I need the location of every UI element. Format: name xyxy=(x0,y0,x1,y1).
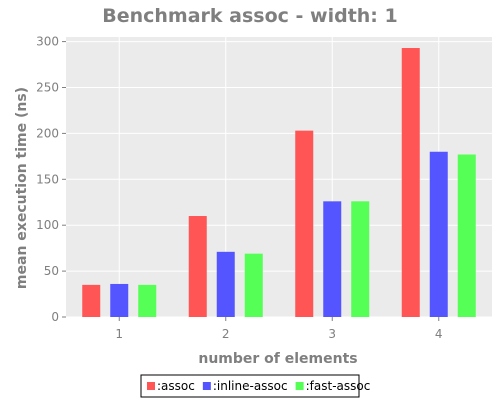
legend-swatch xyxy=(147,382,155,390)
legend: :assoc :inline-assoc :fast-assoc xyxy=(140,374,371,398)
y-axis-title: mean execution time (ns) xyxy=(14,87,30,289)
bar xyxy=(401,48,420,318)
legend-swatch xyxy=(202,382,211,390)
bar xyxy=(351,201,370,317)
bars xyxy=(82,48,476,318)
legend-box xyxy=(140,374,360,398)
bar xyxy=(244,253,263,317)
bar xyxy=(82,284,101,317)
y-tick-label: 0 xyxy=(51,310,59,324)
y-tick-label: 300 xyxy=(36,35,59,49)
x-axis-title: number of elements xyxy=(198,351,357,367)
bar xyxy=(138,284,157,317)
bar xyxy=(295,130,314,317)
x-tick-label: 4 xyxy=(435,327,443,341)
chart-title: Benchmark assoc - width: 1 xyxy=(102,5,398,27)
bar xyxy=(323,201,342,317)
y-tick-label: 150 xyxy=(36,172,59,186)
legend-swatch xyxy=(295,382,304,390)
bar xyxy=(110,283,129,317)
x-tick-label: 3 xyxy=(328,327,336,341)
bar xyxy=(216,251,235,317)
bar xyxy=(188,216,207,317)
y-tick-label: 50 xyxy=(44,264,59,278)
x-tick-label: 2 xyxy=(222,327,230,341)
plot-area xyxy=(66,37,492,317)
y-tick-label: 200 xyxy=(36,126,59,140)
y-axis-ticks: 0 50 100 150 200 250 300 xyxy=(36,35,66,324)
legend-label: :inline-assoc xyxy=(213,379,288,393)
legend-label: :assoc xyxy=(157,379,195,393)
legend-label: :fast-assoc xyxy=(306,379,371,393)
y-tick-label: 250 xyxy=(36,80,59,94)
x-axis-ticks: 1 2 3 4 xyxy=(115,317,443,341)
bar xyxy=(457,154,476,317)
x-tick-label: 1 xyxy=(115,327,123,341)
y-tick-label: 100 xyxy=(36,218,59,232)
bar xyxy=(429,151,448,317)
